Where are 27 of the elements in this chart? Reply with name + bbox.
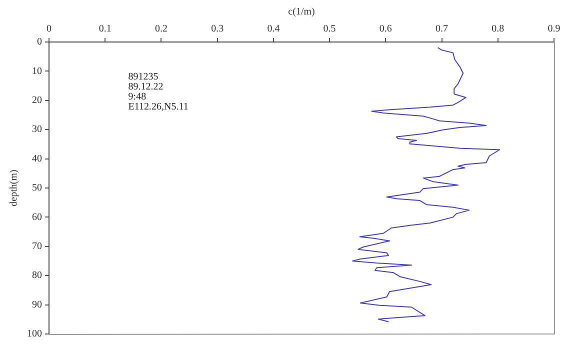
x-tick-label: 0 <box>46 24 52 35</box>
annotation: 9:48 <box>128 92 146 103</box>
x-tick-label: 0.5 <box>323 24 336 35</box>
annotation: 89.12.22 <box>128 82 164 93</box>
y-axis-title: depth(m) <box>8 170 20 206</box>
y-tick-label: 30 <box>32 124 42 136</box>
y-tick-label: 90 <box>32 299 42 310</box>
x-tick-label: 0.7 <box>436 24 448 35</box>
y-tick-label: 60 <box>32 212 42 223</box>
x-tick-label: 0.6 <box>379 24 392 35</box>
x-tick-label: 0.3 <box>211 24 224 35</box>
y-tick-label: 10 <box>32 66 42 77</box>
y-tick-label: 0 <box>37 36 42 48</box>
y-tick-label: 80 <box>32 270 42 282</box>
x-tick-label: 0.8 <box>492 24 504 35</box>
x-axis-title: c(1/m) <box>288 6 315 18</box>
x-tick-label: 0.4 <box>267 24 280 35</box>
annotation: E112.26,N5.11 <box>128 102 188 113</box>
x-tick-label: 0.9 <box>548 24 560 35</box>
x-tick-label: 0.1 <box>98 24 112 35</box>
y-tick-label: 40 <box>32 153 42 164</box>
annotation: 891235 <box>128 72 158 83</box>
y-tick-label: 50 <box>32 182 42 194</box>
y-tick-label: 20 <box>32 95 42 106</box>
y-tick-label: 100 <box>27 328 42 340</box>
x-tick-label: 0.2 <box>154 24 168 35</box>
y-tick-label: 70 <box>32 241 42 252</box>
